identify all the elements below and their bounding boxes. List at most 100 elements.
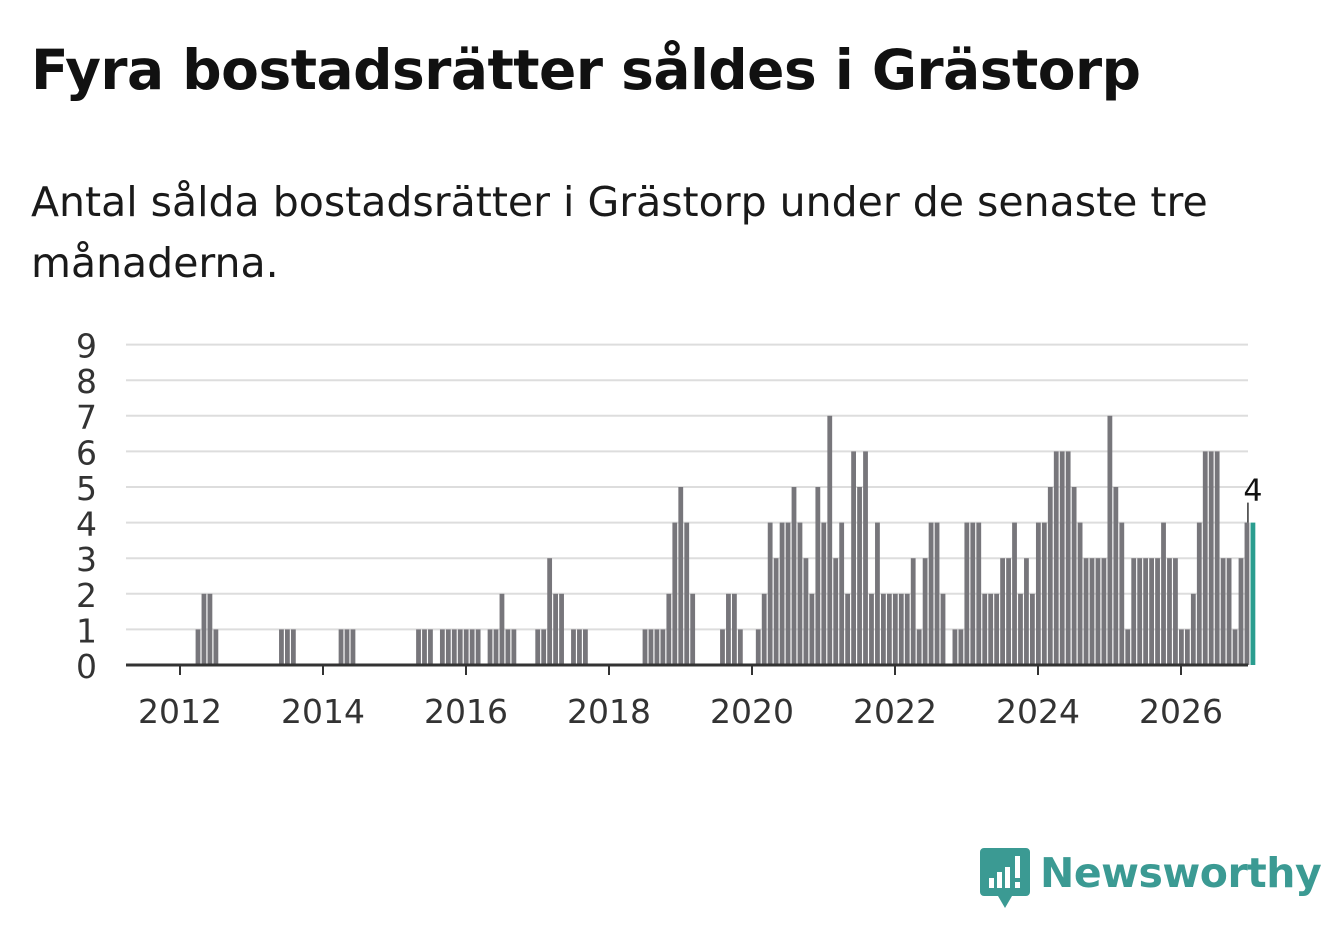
bar (970, 522, 976, 665)
bar (1202, 451, 1208, 665)
bar (720, 629, 725, 665)
bar (213, 629, 219, 665)
bar (1244, 522, 1250, 665)
bar (493, 629, 499, 665)
bar (1089, 558, 1095, 665)
bar (1137, 558, 1143, 665)
bar (1161, 522, 1166, 665)
bar (559, 593, 564, 665)
bar (726, 593, 731, 665)
x-tick-label: 2026 (1139, 692, 1223, 731)
bar (1012, 522, 1017, 665)
bar (571, 629, 576, 665)
bar (755, 629, 761, 665)
y-tick-label: 7 (76, 398, 97, 437)
bar (279, 629, 284, 665)
bar (1047, 487, 1053, 665)
bar (1101, 558, 1107, 665)
bar (1053, 451, 1059, 665)
bar (1107, 415, 1113, 665)
bar (916, 629, 922, 665)
bar (338, 629, 344, 665)
bar (875, 522, 880, 665)
bar (642, 629, 648, 665)
chart-title: Fyra bostadsrätter såldes i Grästorp (31, 38, 1141, 102)
bar (439, 629, 445, 665)
brand-logo: Newsworthy (980, 848, 1322, 910)
bar (475, 629, 481, 665)
bar (1167, 558, 1172, 665)
bar (290, 629, 296, 665)
bar (1179, 629, 1184, 665)
bar (1143, 558, 1149, 665)
bar (463, 629, 469, 665)
bar (869, 593, 874, 665)
bar (886, 593, 892, 665)
bar (344, 629, 350, 665)
bar (940, 593, 946, 665)
y-tick-label: 3 (76, 540, 97, 579)
bar (910, 558, 916, 665)
y-tick-label: 0 (76, 647, 97, 686)
bar (201, 593, 207, 665)
bar (797, 522, 803, 665)
bar (851, 451, 856, 665)
bar (827, 415, 833, 665)
bar (1035, 522, 1041, 665)
bar (761, 593, 767, 665)
bar (416, 629, 421, 665)
bar (1083, 558, 1089, 665)
bar (535, 629, 541, 665)
bar (1065, 451, 1071, 665)
bar (785, 522, 791, 665)
x-tick-label: 2018 (567, 692, 651, 731)
bar (577, 629, 582, 665)
bar (350, 629, 356, 665)
bar (1119, 522, 1125, 665)
bar (672, 522, 678, 665)
bar (445, 629, 451, 665)
chart-subtitle: Antal sålda bostadsrätter i Grästorp und… (31, 178, 1208, 287)
y-tick-label: 4 (76, 505, 97, 544)
bar (1173, 558, 1178, 665)
x-tick-label: 2014 (281, 692, 365, 731)
bar (1184, 629, 1190, 665)
bar (1214, 451, 1220, 665)
bar (988, 593, 994, 665)
x-tick-label: 2012 (138, 692, 222, 731)
bar (487, 629, 493, 665)
bar (1238, 558, 1244, 665)
bar (732, 593, 737, 665)
y-tick-label: 5 (76, 469, 97, 508)
bar (1196, 522, 1202, 665)
bar (839, 522, 845, 665)
bar (898, 593, 904, 665)
bar (737, 629, 743, 665)
bar (958, 629, 964, 665)
bar (904, 593, 910, 665)
bar (666, 593, 672, 665)
bar (833, 558, 839, 665)
bar (1155, 558, 1160, 665)
x-tick-label: 2022 (853, 692, 937, 731)
bar (982, 593, 988, 665)
x-tick-label: 2024 (996, 692, 1080, 731)
bar (1018, 593, 1023, 665)
bar (964, 522, 970, 665)
bar (690, 593, 696, 665)
bar (881, 593, 886, 665)
bar (541, 629, 547, 665)
bar (660, 629, 666, 665)
y-tick-label: 9 (76, 327, 97, 366)
x-tick-label: 2020 (710, 692, 794, 731)
bar (1220, 558, 1226, 665)
bar (1059, 451, 1065, 665)
bar (1131, 558, 1137, 665)
bar (1071, 487, 1077, 665)
bar (863, 451, 868, 665)
bar (499, 593, 505, 665)
bar (1000, 558, 1005, 665)
bar (1030, 593, 1035, 665)
bar (791, 487, 797, 665)
bar (1095, 558, 1101, 665)
